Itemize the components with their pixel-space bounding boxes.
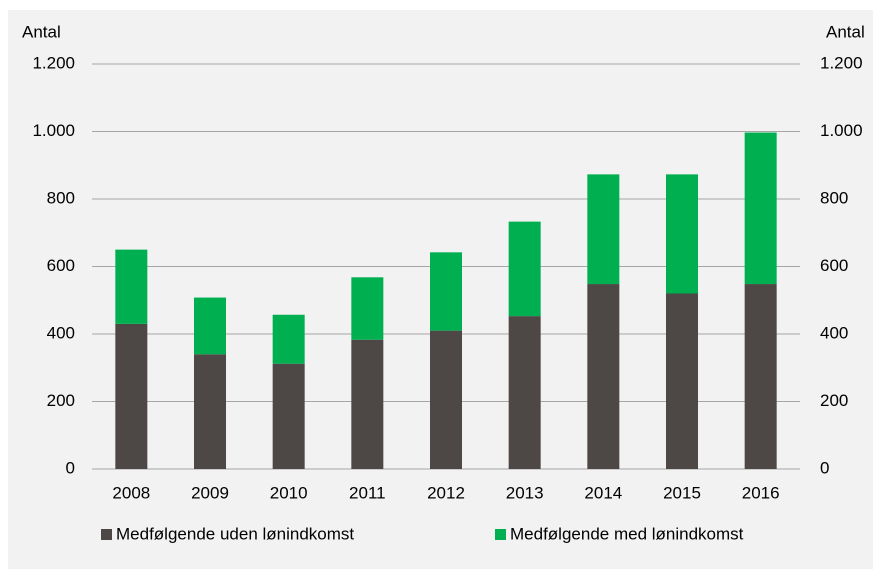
bar-segment bbox=[194, 297, 226, 355]
bar-segment bbox=[115, 249, 148, 324]
bar-segment bbox=[744, 132, 777, 285]
x-tick-label: 2016 bbox=[742, 483, 780, 502]
y-tick-label: 1.000 bbox=[32, 121, 75, 140]
x-tick-label: 2010 bbox=[270, 483, 308, 502]
y-tick-label: 400 bbox=[47, 323, 75, 342]
bar-segment bbox=[430, 252, 462, 331]
y2-tick-label: 0 bbox=[820, 458, 829, 477]
y-tick-label: 1.200 bbox=[32, 53, 75, 72]
bar-segment bbox=[272, 363, 305, 469]
y-axis-label: Antal bbox=[22, 22, 61, 41]
x-tick-label: 2008 bbox=[112, 483, 150, 502]
bar-segment bbox=[115, 323, 148, 469]
legend-label: Medfølgende med lønindkomst bbox=[510, 524, 744, 543]
bar-segment bbox=[508, 221, 541, 317]
legend-swatch bbox=[495, 529, 506, 540]
y-tick-label: 600 bbox=[47, 256, 75, 275]
y2-tick-label: 1.200 bbox=[820, 53, 863, 72]
y2-tick-label: 400 bbox=[820, 323, 848, 342]
y2-tick-label: 1.000 bbox=[820, 121, 863, 140]
y-tick-label: 200 bbox=[47, 391, 75, 410]
x-tick-label: 2012 bbox=[427, 483, 465, 502]
x-tick-label: 2014 bbox=[584, 483, 622, 502]
y2-axis-label: Antal bbox=[826, 22, 865, 41]
legend-label: Medfølgende uden lønindkomst bbox=[116, 524, 354, 543]
y-tick-label: 0 bbox=[66, 458, 75, 477]
y2-tick-label: 200 bbox=[820, 391, 848, 410]
bar-segment bbox=[194, 354, 226, 469]
bar-segment bbox=[744, 284, 777, 469]
legend-swatch bbox=[101, 529, 112, 540]
bar-segment bbox=[272, 314, 305, 364]
bar-segment bbox=[508, 316, 541, 469]
x-tick-label: 2009 bbox=[191, 483, 229, 502]
x-tick-label: 2013 bbox=[506, 483, 544, 502]
bar-segment bbox=[430, 330, 462, 469]
x-tick-label: 2015 bbox=[663, 483, 701, 502]
y2-tick-label: 800 bbox=[820, 188, 848, 207]
y2-tick-label: 600 bbox=[820, 256, 848, 275]
bar-segment bbox=[587, 174, 620, 285]
y-tick-label: 800 bbox=[47, 188, 75, 207]
bar-segment bbox=[587, 284, 620, 469]
bar-segment bbox=[666, 174, 698, 294]
bar-segment bbox=[351, 339, 384, 469]
bar-segment bbox=[351, 277, 384, 340]
x-tick-label: 2011 bbox=[349, 483, 386, 502]
bar-segment bbox=[666, 293, 698, 469]
